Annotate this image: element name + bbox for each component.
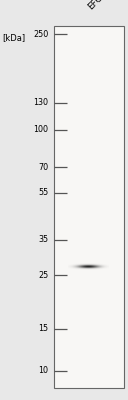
Text: EFO-21: EFO-21 (86, 0, 115, 11)
Text: 10: 10 (39, 366, 49, 376)
Text: 100: 100 (34, 126, 49, 134)
Text: 55: 55 (38, 188, 49, 197)
Text: [kDa]: [kDa] (3, 33, 26, 42)
Text: 35: 35 (39, 235, 49, 244)
Text: 15: 15 (39, 324, 49, 333)
Text: 25: 25 (38, 270, 49, 280)
Text: 130: 130 (34, 98, 49, 107)
Bar (54, 26, 124, 388)
Text: 70: 70 (39, 163, 49, 172)
Text: 250: 250 (33, 30, 49, 38)
